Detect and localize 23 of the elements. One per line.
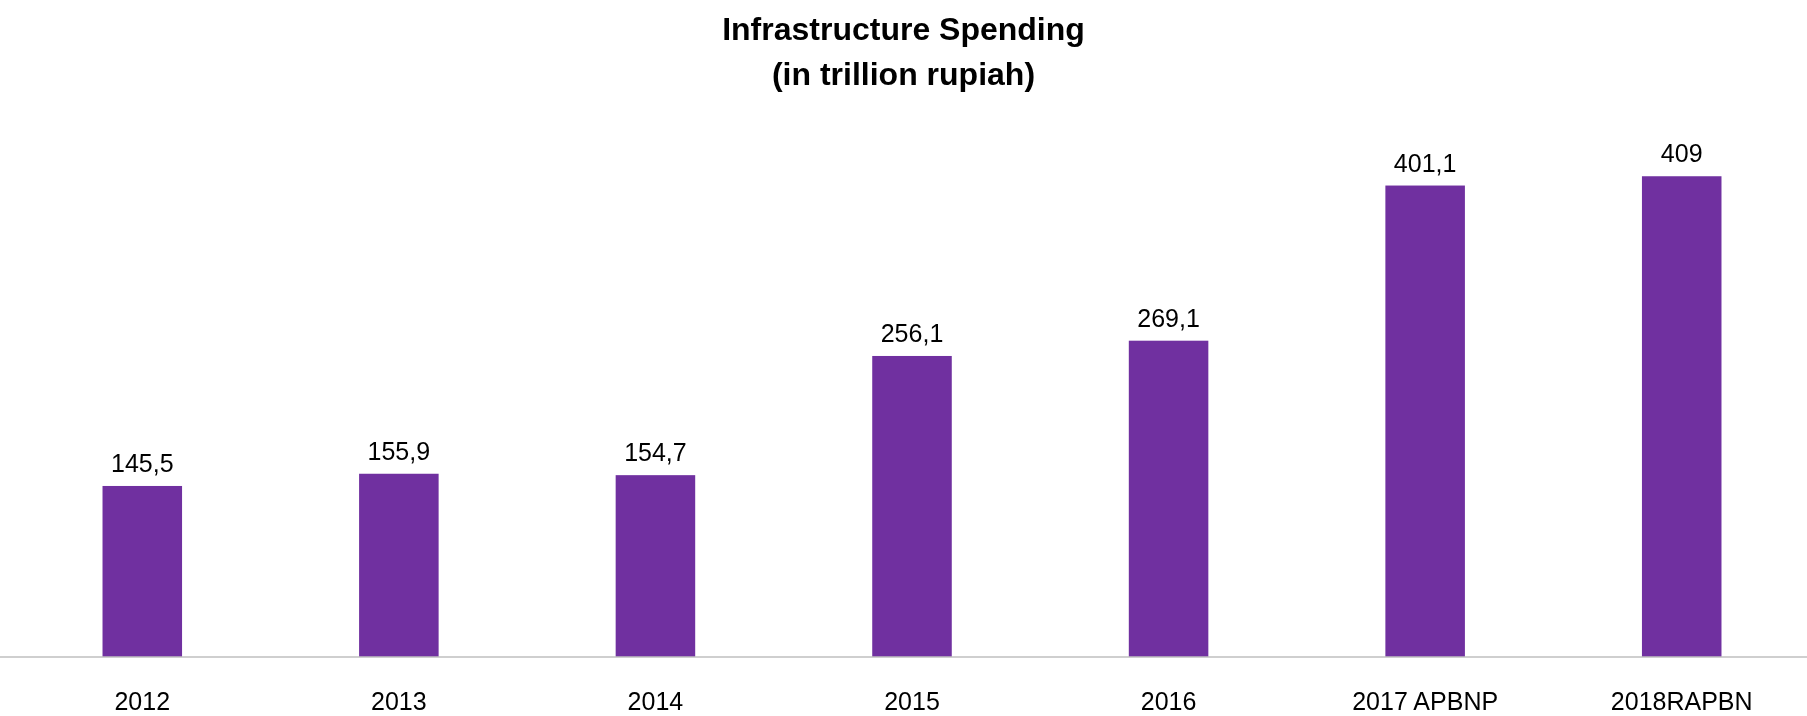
bar bbox=[102, 485, 183, 657]
chart-subtitle: (in trillion rupiah) bbox=[771, 56, 1036, 92]
x-tick-label: 2013 bbox=[371, 687, 427, 715]
data-label: 256,1 bbox=[880, 318, 944, 347]
x-tick-label: 2017 APBNP bbox=[1352, 687, 1499, 715]
bar bbox=[1128, 340, 1209, 657]
data-label: 154,7 bbox=[624, 438, 687, 467]
data-label: 155,9 bbox=[367, 436, 431, 465]
bar bbox=[359, 473, 439, 657]
x-tick-label: 2014 bbox=[627, 687, 684, 715]
bar bbox=[1385, 185, 1465, 657]
data-label: 145,5 bbox=[111, 448, 174, 477]
data-label: 401,1 bbox=[1393, 148, 1457, 177]
chart-title: Infrastructure Spending bbox=[722, 11, 1085, 47]
bar bbox=[872, 355, 952, 657]
bar bbox=[615, 475, 696, 657]
data-label: 269,1 bbox=[1137, 303, 1200, 332]
x-tick-label: 2012 bbox=[114, 687, 171, 715]
x-tick-label: 2018RAPBN bbox=[1610, 687, 1753, 715]
bar bbox=[1641, 176, 1722, 657]
x-tick-label: 2015 bbox=[884, 687, 940, 715]
data-label: 409 bbox=[1660, 139, 1703, 168]
x-tick-label: 2016 bbox=[1140, 687, 1197, 715]
